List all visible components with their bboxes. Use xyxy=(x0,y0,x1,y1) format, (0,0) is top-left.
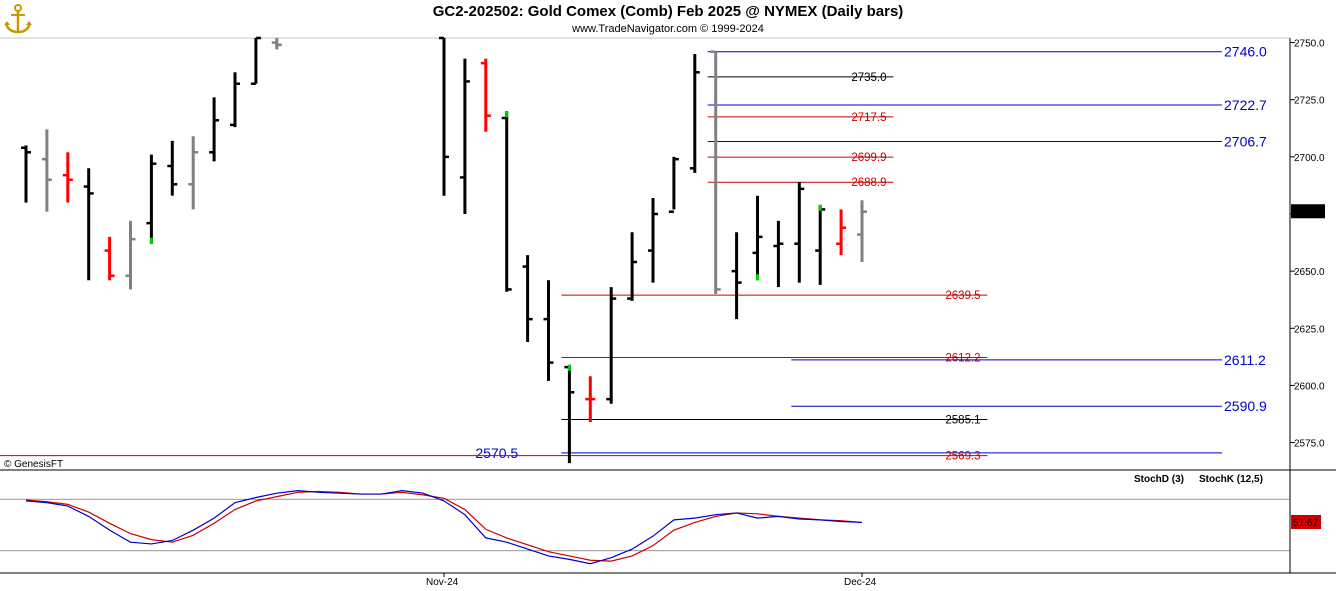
price-tick-label: 2600.0 xyxy=(1294,381,1325,392)
ohlc-bar xyxy=(21,145,31,203)
stoch-k-line xyxy=(25,489,863,565)
stoch-d-legend: StochD (3) xyxy=(1134,474,1184,485)
chart-title: GC2-202502: Gold Comex (Comb) Feb 2025 @… xyxy=(432,3,904,20)
ohlc-bar xyxy=(752,195,763,281)
price-levels: 2746.0 2735.0 2722.7 2717.5 2706.7 2699.9 2688… xyxy=(0,44,1267,463)
ohlc-bars xyxy=(21,36,867,464)
level-label: 2569.3 xyxy=(945,451,980,463)
ohlc-bar xyxy=(522,255,533,342)
level-label: 2706.7 xyxy=(1224,134,1267,150)
level-label: 2585.1 xyxy=(945,414,980,426)
ohlc-bar xyxy=(188,136,199,210)
ohlc-bar xyxy=(271,38,282,50)
ohlc-bar xyxy=(209,97,220,162)
ohlc-bar xyxy=(62,152,73,203)
chart-subtitle: www.TradeNavigator.com © 1999-2024 xyxy=(572,23,764,35)
price-tick-label: 2750.0 xyxy=(1294,39,1325,50)
ohlc-bar xyxy=(564,364,575,464)
ohlc-bar xyxy=(543,280,554,381)
anchor-logo-icon xyxy=(4,4,32,34)
level-label: 2590.9 xyxy=(1224,398,1267,414)
ohlc-bar xyxy=(167,140,178,196)
date-axis: Nov-24 Dec-24 xyxy=(426,573,877,588)
watermark: © GenesisFT xyxy=(4,459,63,470)
ohlc-bar xyxy=(606,287,617,404)
price-tick-label: 2725.0 xyxy=(1294,96,1325,107)
ohlc-bar xyxy=(731,232,742,320)
level-label: 2699.9 xyxy=(851,152,886,164)
level-label: 2688.9 xyxy=(851,177,886,189)
ohlc-bar xyxy=(585,376,596,422)
ohlc-bar xyxy=(83,168,94,281)
ohlc-bar xyxy=(648,198,658,283)
ohlc-bar xyxy=(627,232,638,301)
ohlc-bar xyxy=(836,209,847,256)
price-axis: 2575.02600.02625.02650.02675.02700.02725… xyxy=(1290,39,1325,450)
last-price-box xyxy=(1291,204,1325,219)
price-tick-label: 2700.0 xyxy=(1294,153,1325,164)
axis-background xyxy=(1290,38,1336,573)
stoch-k-legend: StochK (12,5) xyxy=(1199,474,1263,485)
ohlc-bar xyxy=(459,58,470,214)
ohlc-bar xyxy=(815,204,826,285)
ohlc-bar xyxy=(857,200,867,262)
ohlc-bar xyxy=(794,182,805,283)
level-label: 2639.5 xyxy=(945,290,980,302)
ohlc-bar xyxy=(501,111,512,292)
level-label: 2746.0 xyxy=(1224,44,1267,60)
stoch-last-box xyxy=(1291,515,1321,529)
level-label: 2612.2 xyxy=(945,353,980,365)
stochastic-panel: StochD (3) StochK (12,5) 51.67 xyxy=(0,474,1321,565)
ohlc-bar xyxy=(230,72,240,128)
level-label: 2611.2 xyxy=(1224,352,1266,368)
ohlc-bar xyxy=(250,36,261,85)
stoch-last-label: 51.67 xyxy=(1293,518,1318,529)
date-label: Nov-24 xyxy=(426,577,459,588)
chart-header: GC2-202502: Gold Comex (Comb) Feb 2025 @… xyxy=(0,0,1336,38)
ohlc-bar xyxy=(439,36,449,196)
ohlc-bar xyxy=(480,58,491,132)
ohlc-bar xyxy=(125,220,136,290)
level-label: 2735.0 xyxy=(851,72,886,84)
level-label: 2717.5 xyxy=(851,112,886,124)
ohlc-bar xyxy=(689,54,700,173)
ohlc-bar xyxy=(104,236,115,281)
price-tick-label: 2650.0 xyxy=(1294,267,1325,278)
ohlc-bar xyxy=(668,156,679,213)
price-tick-label: 2575.0 xyxy=(1294,439,1325,450)
price-tick-label: 2625.0 xyxy=(1294,324,1325,335)
ohlc-bar xyxy=(773,220,784,288)
date-label: Dec-24 xyxy=(844,577,877,588)
level-label: 2570.5 xyxy=(475,445,518,461)
chart-frame xyxy=(0,37,1336,574)
ohlc-bar xyxy=(710,50,721,294)
ohlc-bar xyxy=(146,154,157,244)
level-label: 2722.7 xyxy=(1224,97,1267,113)
last-price-label: 2676.2 xyxy=(1293,207,1324,218)
ohlc-bar xyxy=(41,129,52,212)
